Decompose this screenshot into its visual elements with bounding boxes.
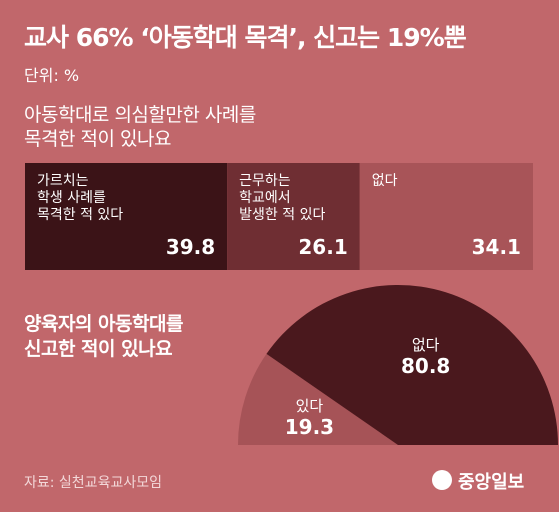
bar-chart-title: 아동학대로 의심할만한 사례를 목격한 적이 있나요: [24, 104, 256, 150]
value-label: 26.1: [298, 235, 348, 259]
segment-label: 없다: [371, 173, 398, 189]
slice-value: 19.3: [284, 415, 335, 440]
bar-segment: [359, 163, 533, 270]
segment-label: 가르치는 학생 사례를 목격한 적 있다: [37, 173, 124, 223]
title: 교사 66% ‘아동학대 목격’, 신고는 19%뿐: [24, 23, 467, 52]
pie-slice: [266, 285, 558, 445]
unit: 단위: %: [24, 66, 80, 85]
pie-chart-title: 양육자의 아동학대를 신고한 적이 있나요: [24, 313, 183, 360]
slice-label: 있다: [295, 397, 324, 416]
pie-slice: [238, 353, 398, 445]
slice-value: 80.8: [400, 354, 451, 379]
source: 자료: 실천교육교사모임: [24, 475, 162, 491]
bar-segment: [227, 163, 360, 270]
logo: 중앙일보: [458, 472, 525, 493]
segment-label: 근무하는 학교에서 발생한 적 있다: [239, 173, 326, 223]
value-label: 34.1: [471, 235, 521, 259]
logo-icon: [432, 470, 452, 490]
slice-label: 없다: [411, 336, 440, 355]
bar-segment: [25, 163, 228, 270]
value-label: 39.8: [165, 235, 216, 259]
